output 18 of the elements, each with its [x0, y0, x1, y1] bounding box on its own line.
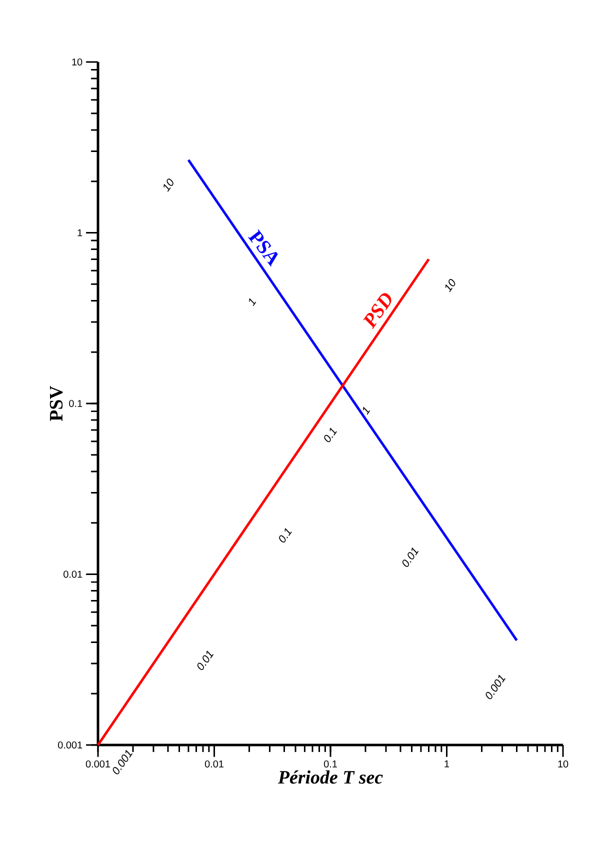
y-tick-label: 10	[72, 58, 82, 66]
x-tick-label: 0.1	[324, 760, 337, 768]
x-tick-label: 0.01	[204, 760, 224, 768]
x-tick-label: 10	[558, 760, 568, 768]
x-tick-label: 0.001	[86, 760, 110, 768]
annotation: 0.1	[279, 528, 292, 543]
y-axis-title: PSV	[50, 386, 63, 422]
annotation: 0.1	[324, 428, 337, 442]
x-tick-label: 1	[444, 760, 450, 768]
x-axis-title: Période T sec	[278, 770, 383, 784]
y-tick-label: 0.1	[69, 400, 82, 408]
annotation: 10	[164, 178, 174, 192]
y-tick-label: 0.001	[58, 741, 82, 749]
y-tick-label: 1	[78, 229, 82, 236]
y-tick-label: 0.01	[64, 570, 82, 578]
annotation: 1	[363, 406, 370, 415]
annotation: 1	[249, 298, 256, 306]
annotation: 10	[445, 279, 456, 292]
